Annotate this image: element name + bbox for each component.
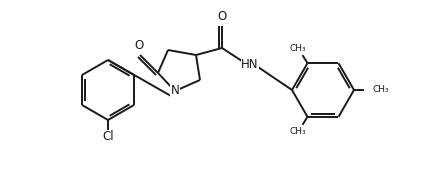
- Text: CH₃: CH₃: [372, 85, 389, 94]
- Text: CH₃: CH₃: [288, 127, 305, 136]
- Text: HN: HN: [241, 58, 258, 71]
- Text: Cl: Cl: [102, 130, 114, 143]
- Text: N: N: [170, 84, 179, 98]
- Text: CH₃: CH₃: [288, 44, 305, 53]
- Text: O: O: [217, 11, 226, 24]
- Text: O: O: [134, 39, 143, 52]
